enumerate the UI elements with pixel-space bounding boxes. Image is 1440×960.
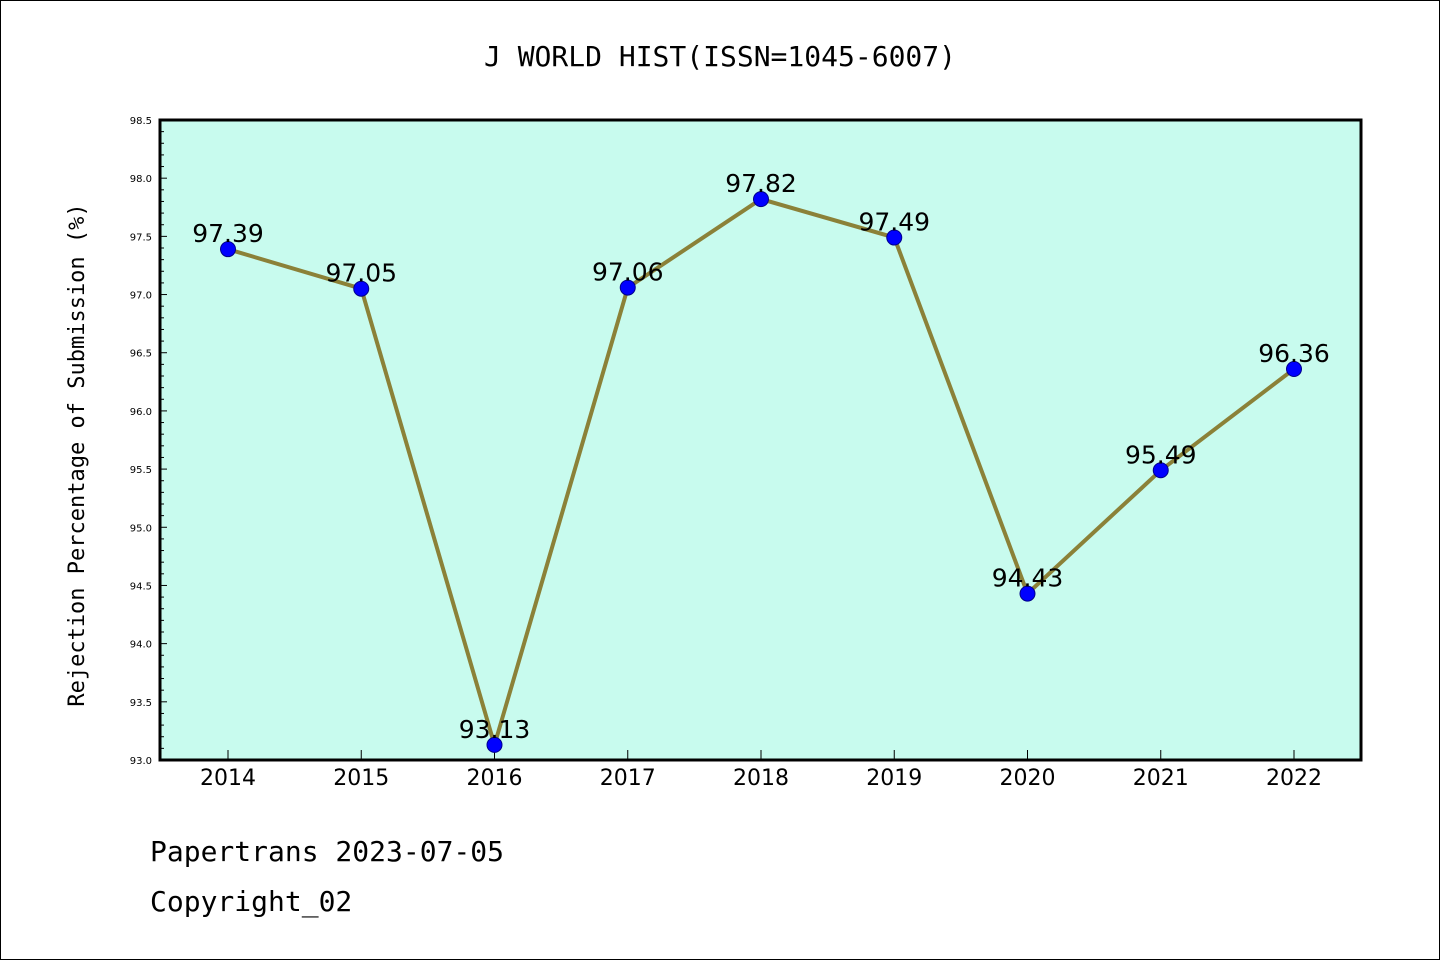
data-label: 95.49 [1125, 440, 1197, 469]
x-tick-label: 2022 [1266, 766, 1322, 791]
y-tick-label: 95.0 [130, 523, 152, 534]
x-tick-label: 2017 [600, 766, 656, 791]
data-label: 96.36 [1258, 339, 1330, 368]
y-axis-label: Rejection Percentage of Submission (%) [65, 203, 90, 706]
y-tick-label: 96.0 [130, 407, 152, 418]
series-markers [220, 191, 1302, 753]
y-tick-label: 96.5 [130, 349, 152, 360]
x-tick-label: 2018 [733, 766, 789, 791]
footer-date: Papertrans 2023-07-05 [150, 835, 505, 868]
y-tick-label: 93.0 [130, 756, 152, 767]
data-point [220, 241, 236, 258]
y-tick-label: 94.0 [130, 640, 152, 651]
data-point [753, 191, 769, 208]
data-label: 93.13 [459, 715, 531, 744]
plot-area [158, 118, 1363, 762]
y-tick-label: 93.5 [130, 698, 152, 709]
y-tick-label: 98.5 [130, 116, 152, 127]
data-label: 94.43 [992, 564, 1064, 593]
y-tick-label: 98.0 [130, 174, 152, 185]
data-label: 97.82 [725, 169, 797, 198]
data-label: 97.39 [192, 219, 264, 248]
data-point [486, 736, 503, 753]
data-label: 97.05 [325, 259, 397, 288]
data-point [1152, 462, 1169, 479]
x-tick-label: 2021 [1133, 766, 1189, 791]
data-point [1019, 585, 1036, 602]
footer-copyright: Copyright_02 [150, 885, 353, 918]
x-tick-label: 2016 [467, 766, 523, 791]
data-point [353, 280, 370, 297]
chart-title: J WORLD HIST(ISSN=1045-6007) [484, 40, 956, 73]
x-axis: 2014 2015 2016 2017 2018 2019 2020 2021 2022 [200, 750, 1322, 791]
y-tick-label: 97.5 [130, 232, 152, 243]
y-axis: 93.0 93.5 94.0 94.5 95.0 95.5 96.0 96.5 97.0 97.5… [130, 116, 167, 767]
data-point [619, 279, 636, 296]
data-labels: 97.39 97.05 93.13 97.06 97.82 97.49 94.43 95.49… [192, 169, 1330, 744]
x-tick-label: 2020 [1000, 766, 1056, 791]
y-tick-label: 97.0 [130, 291, 152, 302]
data-label: 97.49 [858, 208, 930, 237]
x-tick-label: 2014 [200, 766, 256, 791]
data-point [886, 229, 903, 246]
x-tick-label: 2019 [866, 766, 922, 791]
y-tick-label: 94.5 [130, 581, 152, 592]
x-tick-label: 2015 [333, 766, 389, 791]
y-tick-label: 95.5 [130, 465, 152, 476]
data-point [1286, 361, 1302, 378]
data-label: 97.06 [592, 258, 664, 287]
